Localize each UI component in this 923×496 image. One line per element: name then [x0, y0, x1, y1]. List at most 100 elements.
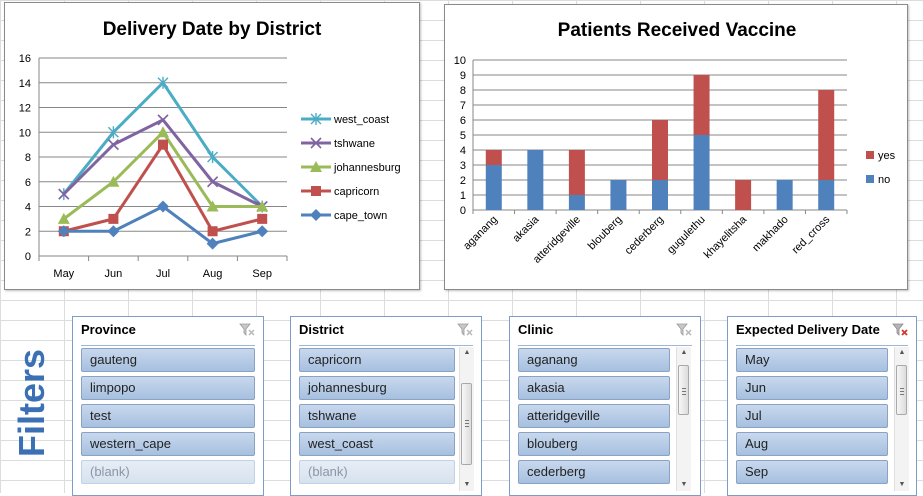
slicer-expected-delivery-date[interactable]: Expected Delivery Date May Jun Jul Aug S…: [727, 316, 917, 496]
scroll-up-arrow-icon[interactable]: ▲: [898, 349, 906, 356]
y-tick-label: 2: [460, 175, 466, 187]
y-tick-label: 14: [19, 78, 31, 90]
slicer-item-jul[interactable]: Jul: [736, 404, 888, 428]
slicer-district[interactable]: District capricorn johannesburg tshwane …: [290, 316, 482, 496]
data-point-cape_town: [256, 225, 269, 238]
scroll-down-arrow-icon[interactable]: ▼: [463, 481, 471, 488]
legend-label: johannesburg: [333, 162, 401, 174]
slicer-title: Province: [81, 322, 136, 337]
y-tick-label: 8: [25, 152, 31, 164]
x-tick-label: cederberg: [623, 214, 667, 258]
bar-no-aganang: [485, 165, 502, 210]
scroll-down-arrow-icon[interactable]: ▼: [680, 481, 688, 488]
y-tick-label: 0: [25, 251, 31, 263]
y-tick-label: 5: [460, 130, 466, 142]
data-point-capricorn: [158, 139, 168, 150]
filters-label: Filters: [11, 348, 52, 458]
slicer-item-gauteng[interactable]: gauteng: [81, 348, 255, 372]
data-point-tshwane: [58, 188, 70, 200]
clear-filter-icon[interactable]: [892, 323, 908, 337]
legend-marker-johannesburg: [310, 161, 322, 172]
slicer-item-may[interactable]: May: [736, 348, 888, 372]
bar-no-atteridgeville: [568, 195, 585, 210]
data-point-west_coast: [107, 126, 119, 139]
slicer-item-west-coast[interactable]: west_coast: [299, 432, 455, 456]
data-point-cape_town: [107, 225, 120, 238]
legend-label: tshwane: [334, 138, 375, 150]
bar-no-makhado: [776, 180, 793, 210]
slicer-header: District: [299, 317, 473, 346]
data-point-capricorn: [207, 226, 218, 237]
y-tick-label: 1: [460, 190, 466, 202]
legend-label: no: [878, 174, 890, 186]
chart-title: Delivery Date by District: [103, 19, 322, 40]
slicer-item-aug[interactable]: Aug: [736, 432, 888, 456]
x-tick-label: aganang: [461, 214, 500, 253]
legend-marker-cape_town: [310, 209, 322, 221]
slicer-item-blank[interactable]: (blank): [299, 460, 455, 484]
scroll-thumb[interactable]: [896, 365, 907, 415]
clear-filter-icon[interactable]: [457, 323, 473, 337]
y-tick-label: 0: [460, 205, 466, 217]
slicer-clinic[interactable]: Clinic aganang akasia atteridgeville blo…: [509, 316, 701, 496]
delivery-chart-canvas: Delivery Date by District 0 2 4 6 8 10 12 14 16 Ma…: [19, 19, 401, 280]
scroll-down-arrow-icon[interactable]: ▼: [898, 481, 906, 488]
legend-marker-capricorn: [311, 186, 321, 196]
slicer-province[interactable]: Province gauteng limpopo test western_ca…: [72, 316, 264, 496]
slicer-scrollbar[interactable]: ▲ ▼: [894, 347, 909, 491]
data-point-west_coast: [207, 151, 219, 163]
scroll-thumb[interactable]: [678, 365, 689, 415]
bar-no-red_cross: [818, 180, 835, 210]
slicer-item-western-cape[interactable]: western_cape: [81, 432, 255, 456]
legend-marker-tshwane: [310, 137, 322, 149]
scroll-up-arrow-icon[interactable]: ▲: [680, 349, 688, 356]
clear-filter-icon[interactable]: [676, 323, 692, 337]
bar-yes-gugulethu: [693, 75, 710, 135]
slicer-title: Expected Delivery Date: [736, 322, 880, 337]
slicer-item-blank[interactable]: (blank): [81, 460, 255, 484]
patients-vaccine-chart[interactable]: Patients Received Vaccine 0 1 2 3 4 5 6 7 8 9 10 aga…: [444, 4, 908, 290]
data-point-johannesburg: [206, 200, 219, 212]
slicer-scrollbar[interactable]: ▲ ▼: [459, 347, 474, 491]
delivery-date-chart[interactable]: Delivery Date by District 0 2 4 6 8 10 12 14 16 Ma…: [4, 2, 420, 290]
legend-marker-west_coast: [310, 113, 322, 125]
slicer-item-johannesburg[interactable]: johannesburg: [299, 376, 455, 400]
slicer-item-aganang[interactable]: aganang: [518, 348, 670, 372]
clear-filter-icon[interactable]: [239, 323, 255, 337]
x-tick-label: makhado: [750, 214, 790, 254]
chart-title: Patients Received Vaccine: [558, 20, 797, 41]
slicer-item-test[interactable]: test: [81, 404, 255, 428]
bar-no-cederberg: [652, 180, 668, 210]
scroll-thumb[interactable]: [461, 383, 472, 465]
slicer-item-jun[interactable]: Jun: [736, 376, 888, 400]
slicer-item-cederberg[interactable]: cederberg: [518, 460, 670, 484]
slicer-item-atteridgeville[interactable]: atteridgeville: [518, 404, 670, 428]
slicer-item-blouberg[interactable]: blouberg: [518, 432, 670, 456]
bar-yes-cederberg: [652, 120, 668, 180]
slicer-scrollbar[interactable]: ▲ ▼: [676, 347, 691, 491]
slicer-item-tshwane[interactable]: tshwane: [299, 404, 455, 428]
x-tick-label: blouberg: [586, 214, 625, 253]
data-point-johannesburg: [256, 200, 269, 212]
data-point-capricorn: [108, 213, 119, 224]
bar-yes-red_cross: [818, 90, 835, 180]
slicer-title: Clinic: [518, 322, 554, 337]
slicer-item-akasia[interactable]: akasia: [518, 376, 670, 400]
data-point-johannesburg: [57, 212, 70, 224]
slicer-item-limpopo[interactable]: limpopo: [81, 376, 255, 400]
slicer-header: Expected Delivery Date: [736, 317, 908, 346]
y-tick-label: 8: [460, 85, 466, 97]
scroll-up-arrow-icon[interactable]: ▲: [463, 349, 471, 356]
y-tick-label: 4: [25, 202, 31, 214]
slicer-item-capricorn[interactable]: capricorn: [299, 348, 455, 372]
data-point-capricorn: [257, 213, 268, 224]
slicer-item-sep[interactable]: Sep: [736, 460, 888, 484]
x-tick-label: Jul: [156, 268, 170, 280]
legend-label: west_coast: [333, 114, 389, 126]
slicer-header: Clinic: [518, 317, 692, 346]
bar-no-gugulethu: [693, 135, 710, 210]
x-tick-label: May: [53, 268, 74, 280]
data-point-johannesburg: [157, 126, 169, 138]
data-point-tshwane: [207, 176, 219, 188]
y-tick-label: 4: [460, 145, 466, 157]
